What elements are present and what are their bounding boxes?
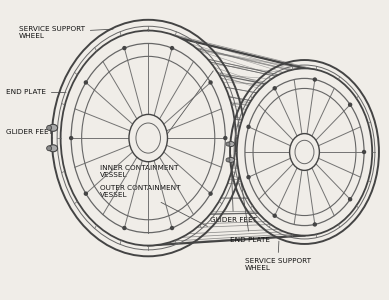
Circle shape: [363, 151, 366, 154]
Ellipse shape: [228, 142, 235, 146]
Circle shape: [170, 226, 173, 230]
Circle shape: [247, 125, 250, 128]
Ellipse shape: [237, 68, 372, 236]
Circle shape: [123, 46, 126, 50]
Ellipse shape: [228, 158, 235, 162]
Circle shape: [224, 136, 227, 140]
Ellipse shape: [226, 142, 230, 146]
Circle shape: [247, 176, 250, 178]
Ellipse shape: [47, 146, 52, 151]
Ellipse shape: [129, 114, 168, 162]
Circle shape: [170, 46, 173, 50]
Text: GLIDER FEET: GLIDER FEET: [210, 155, 257, 223]
Text: END PLATE: END PLATE: [230, 183, 270, 243]
Text: END PLATE: END PLATE: [6, 89, 66, 95]
Text: SERVICE SUPPORT
WHEEL: SERVICE SUPPORT WHEEL: [19, 26, 113, 39]
Circle shape: [313, 223, 316, 226]
Ellipse shape: [295, 140, 314, 164]
Circle shape: [84, 81, 88, 84]
Circle shape: [209, 81, 212, 84]
Circle shape: [313, 78, 316, 81]
Circle shape: [273, 87, 276, 90]
Circle shape: [123, 226, 126, 230]
Circle shape: [349, 103, 352, 106]
Circle shape: [70, 136, 73, 140]
Ellipse shape: [49, 145, 58, 152]
Circle shape: [349, 198, 352, 201]
Ellipse shape: [289, 134, 319, 170]
Circle shape: [209, 192, 212, 195]
Text: GLIDER FEET: GLIDER FEET: [6, 129, 53, 138]
Ellipse shape: [49, 124, 58, 131]
Ellipse shape: [136, 123, 161, 153]
Circle shape: [273, 214, 276, 217]
Ellipse shape: [47, 125, 52, 130]
Ellipse shape: [61, 31, 236, 246]
Ellipse shape: [226, 158, 230, 162]
Text: OUTER CONTAINMENT
VESSEL: OUTER CONTAINMENT VESSEL: [100, 185, 207, 226]
Text: SERVICE SUPPORT
WHEEL: SERVICE SUPPORT WHEEL: [245, 241, 311, 271]
Text: INNER CONTAINMENT
VESSEL: INNER CONTAINMENT VESSEL: [100, 71, 213, 178]
Circle shape: [84, 192, 88, 195]
